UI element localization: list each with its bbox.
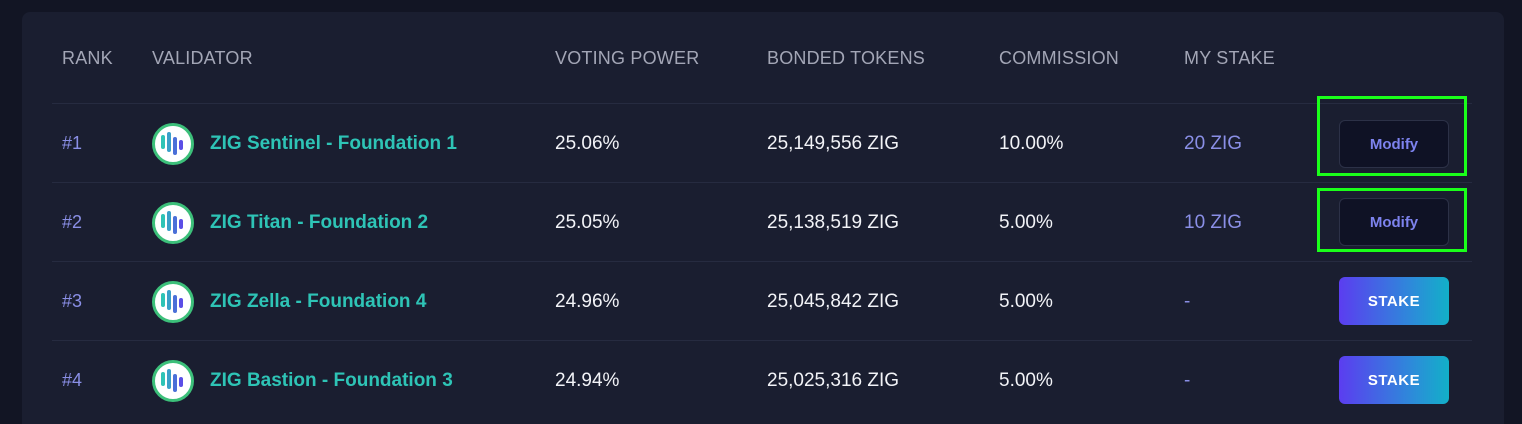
header-commission[interactable]: COMMISSION [999, 48, 1120, 68]
header-my-stake[interactable]: MY STAKE [1184, 48, 1275, 68]
validator-cell[interactable]: ZIG Zella - Foundation 4 [152, 262, 426, 341]
voting-power-cell: 24.96% [555, 290, 620, 312]
header-bonded-tokens[interactable]: BONDED TOKENS [767, 48, 925, 68]
stake-button[interactable]: STAKE [1339, 356, 1449, 404]
modify-button[interactable]: Modify [1339, 120, 1449, 168]
my-stake-cell: 20 ZIG [1184, 132, 1243, 154]
validator-name[interactable]: ZIG Titan - Foundation 2 [210, 211, 429, 233]
commission-cell: 5.00% [999, 369, 1053, 391]
bonded-tokens-cell: 25,045,842 ZIG [767, 290, 900, 312]
validator-cell[interactable]: ZIG Titan - Foundation 2 [152, 183, 428, 262]
zig-logo-icon [152, 201, 194, 244]
table-row: #2 ZIG Titan - Foundation 2 25.05% 25,13… [52, 182, 1472, 261]
table-header: RANK VALIDATOR VOTING POWER BONDED TOKEN… [22, 12, 1504, 104]
commission-cell: 5.00% [999, 290, 1053, 312]
table-row: #4 ZIG Bastion - Foundation 3 24.94% 25,… [52, 340, 1472, 419]
my-stake-cell: - [1184, 369, 1191, 391]
zig-logo-icon [152, 359, 194, 402]
header-validator[interactable]: VALIDATOR [152, 48, 253, 68]
bonded-tokens-cell: 25,149,556 ZIG [767, 132, 900, 154]
table-row: #3 ZIG Zella - Foundation 4 24.96% 25,04… [52, 261, 1472, 340]
validator-cell[interactable]: ZIG Bastion - Foundation 3 [152, 341, 453, 420]
table-row: #1 ZIG Sentinel - Foundation 1 25.06% 25… [52, 103, 1472, 182]
validator-name[interactable]: ZIG Bastion - Foundation 3 [210, 369, 453, 391]
validator-cell[interactable]: ZIG Sentinel - Foundation 1 [152, 104, 457, 183]
zig-logo-icon [152, 122, 194, 165]
my-stake-cell: - [1184, 290, 1191, 312]
voting-power-cell: 25.05% [555, 211, 620, 233]
commission-cell: 5.00% [999, 211, 1053, 233]
header-voting-power[interactable]: VOTING POWER [555, 48, 700, 68]
rank-cell: #4 [62, 370, 83, 390]
validator-name[interactable]: ZIG Zella - Foundation 4 [210, 290, 427, 312]
zig-logo-icon [152, 280, 194, 323]
modify-button[interactable]: Modify [1339, 198, 1449, 246]
rank-cell: #3 [62, 291, 83, 311]
bonded-tokens-cell: 25,025,316 ZIG [767, 369, 900, 391]
voting-power-cell: 25.06% [555, 132, 620, 154]
my-stake-cell: 10 ZIG [1184, 211, 1243, 233]
rank-cell: #2 [62, 212, 83, 232]
bonded-tokens-cell: 25,138,519 ZIG [767, 211, 900, 233]
rank-cell: #1 [62, 133, 83, 153]
stake-button[interactable]: STAKE [1339, 277, 1449, 325]
commission-cell: 10.00% [999, 132, 1064, 154]
validator-name[interactable]: ZIG Sentinel - Foundation 1 [210, 132, 457, 154]
validators-card: RANK VALIDATOR VOTING POWER BONDED TOKEN… [22, 12, 1504, 424]
header-rank[interactable]: RANK [62, 48, 113, 68]
voting-power-cell: 24.94% [555, 369, 620, 391]
